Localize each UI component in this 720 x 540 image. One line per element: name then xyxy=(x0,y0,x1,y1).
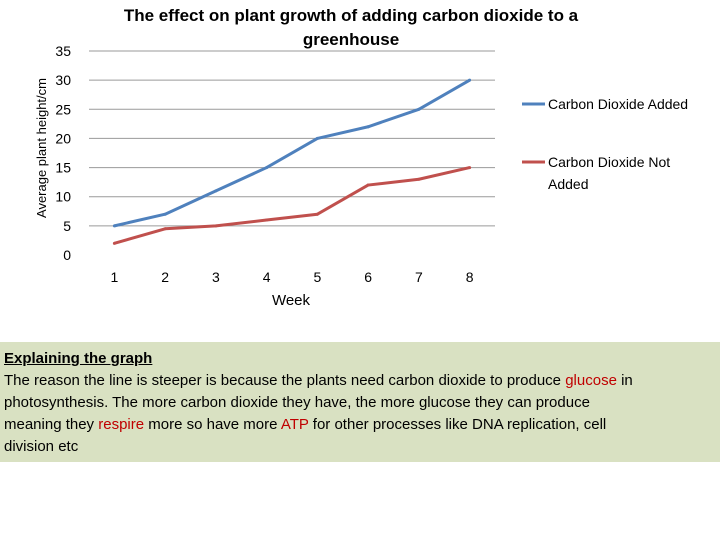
legend-label: Added xyxy=(548,176,588,192)
explanation-line: division etc xyxy=(4,436,716,458)
chart-grid xyxy=(89,50,495,227)
data-point xyxy=(112,241,116,245)
line-chart: The effect on plant growth of adding car… xyxy=(34,6,688,309)
explanation-box: Explaining the graph The reason the line… xyxy=(0,342,720,462)
explanation-segment: for other processes like DNA replication… xyxy=(308,416,607,433)
data-point xyxy=(468,78,472,82)
chart-title-line: greenhouse xyxy=(303,30,399,49)
explanation-segment: in xyxy=(616,372,633,389)
series-carbon-dioxide-not-added xyxy=(112,166,472,245)
data-point xyxy=(265,218,269,222)
highlighted-term: ATP xyxy=(280,416,309,433)
x-axis-ticks: 1 2 3 4 5 6 7 8 xyxy=(110,269,473,285)
x-tick-label: 6 xyxy=(364,269,372,285)
y-tick-label: 20 xyxy=(55,130,71,146)
data-point xyxy=(417,177,421,181)
y-tick-label: 5 xyxy=(63,218,71,234)
data-point xyxy=(315,136,319,140)
data-point xyxy=(214,224,218,228)
explanation-segment: more so have more xyxy=(144,416,281,433)
data-point xyxy=(163,227,167,231)
data-point xyxy=(112,224,116,228)
highlighted-term: glucose xyxy=(565,372,617,389)
explanation-segment: meaning they xyxy=(4,416,99,433)
x-tick-label: 8 xyxy=(466,269,474,285)
data-point xyxy=(214,189,218,193)
x-tick-label: 3 xyxy=(212,269,220,285)
explanation-segment: division etc xyxy=(4,438,79,455)
series-line xyxy=(114,78,471,228)
series-carbon-dioxide-added xyxy=(112,78,472,228)
legend-entry: Carbon Dioxide Not Added xyxy=(522,154,670,192)
data-point xyxy=(265,166,269,170)
data-point xyxy=(417,107,421,111)
x-tick-label: 2 xyxy=(161,269,169,285)
explanation-line: photosynthesis. The more carbon dioxide … xyxy=(4,392,716,414)
x-tick-label: 5 xyxy=(313,269,321,285)
chart-title: The effect on plant growth of adding car… xyxy=(124,6,579,49)
y-tick-label: 15 xyxy=(55,160,71,176)
legend-label: Carbon Dioxide Added xyxy=(548,96,688,112)
y-tick-label: 0 xyxy=(63,247,71,263)
explanation-line: The reason the line is steeper is becaus… xyxy=(4,370,716,392)
y-tick-label: 35 xyxy=(55,43,71,59)
x-tick-label: 7 xyxy=(415,269,423,285)
highlighted-term: respire xyxy=(98,416,145,433)
x-axis-label: Week xyxy=(272,292,311,309)
x-tick-label: 1 xyxy=(110,269,118,285)
explanation-heading: Explaining the graph xyxy=(4,350,153,367)
y-axis-label: Average plant height/cm xyxy=(34,78,49,218)
y-tick-label: 30 xyxy=(55,72,71,88)
explanation-line: meaning they respire more so have more A… xyxy=(4,414,716,436)
explanation-text: The reason the line is steeper is becaus… xyxy=(4,370,716,458)
series-line xyxy=(113,166,470,245)
x-tick-label: 4 xyxy=(263,269,271,285)
chart-series xyxy=(112,78,472,245)
chart-legend: Carbon Dioxide Added Carbon Dioxide Not Ad… xyxy=(522,96,688,192)
data-point xyxy=(468,166,472,170)
data-point xyxy=(163,212,167,216)
explanation-segment: photosynthesis. The more carbon dioxide … xyxy=(4,394,590,411)
chart-title-line: The effect on plant growth of adding car… xyxy=(124,6,579,25)
y-axis-ticks: 0 5 10 15 20 25 30 35 xyxy=(55,43,71,263)
y-tick-label: 25 xyxy=(55,101,71,117)
data-point xyxy=(366,125,370,129)
y-tick-label: 10 xyxy=(55,189,71,205)
legend-entry: Carbon Dioxide Added xyxy=(522,96,688,112)
data-point xyxy=(366,183,370,187)
data-point xyxy=(315,212,319,216)
legend-label: Carbon Dioxide Not xyxy=(548,154,670,170)
explanation-segment: The reason the line is steeper is becaus… xyxy=(4,372,566,389)
